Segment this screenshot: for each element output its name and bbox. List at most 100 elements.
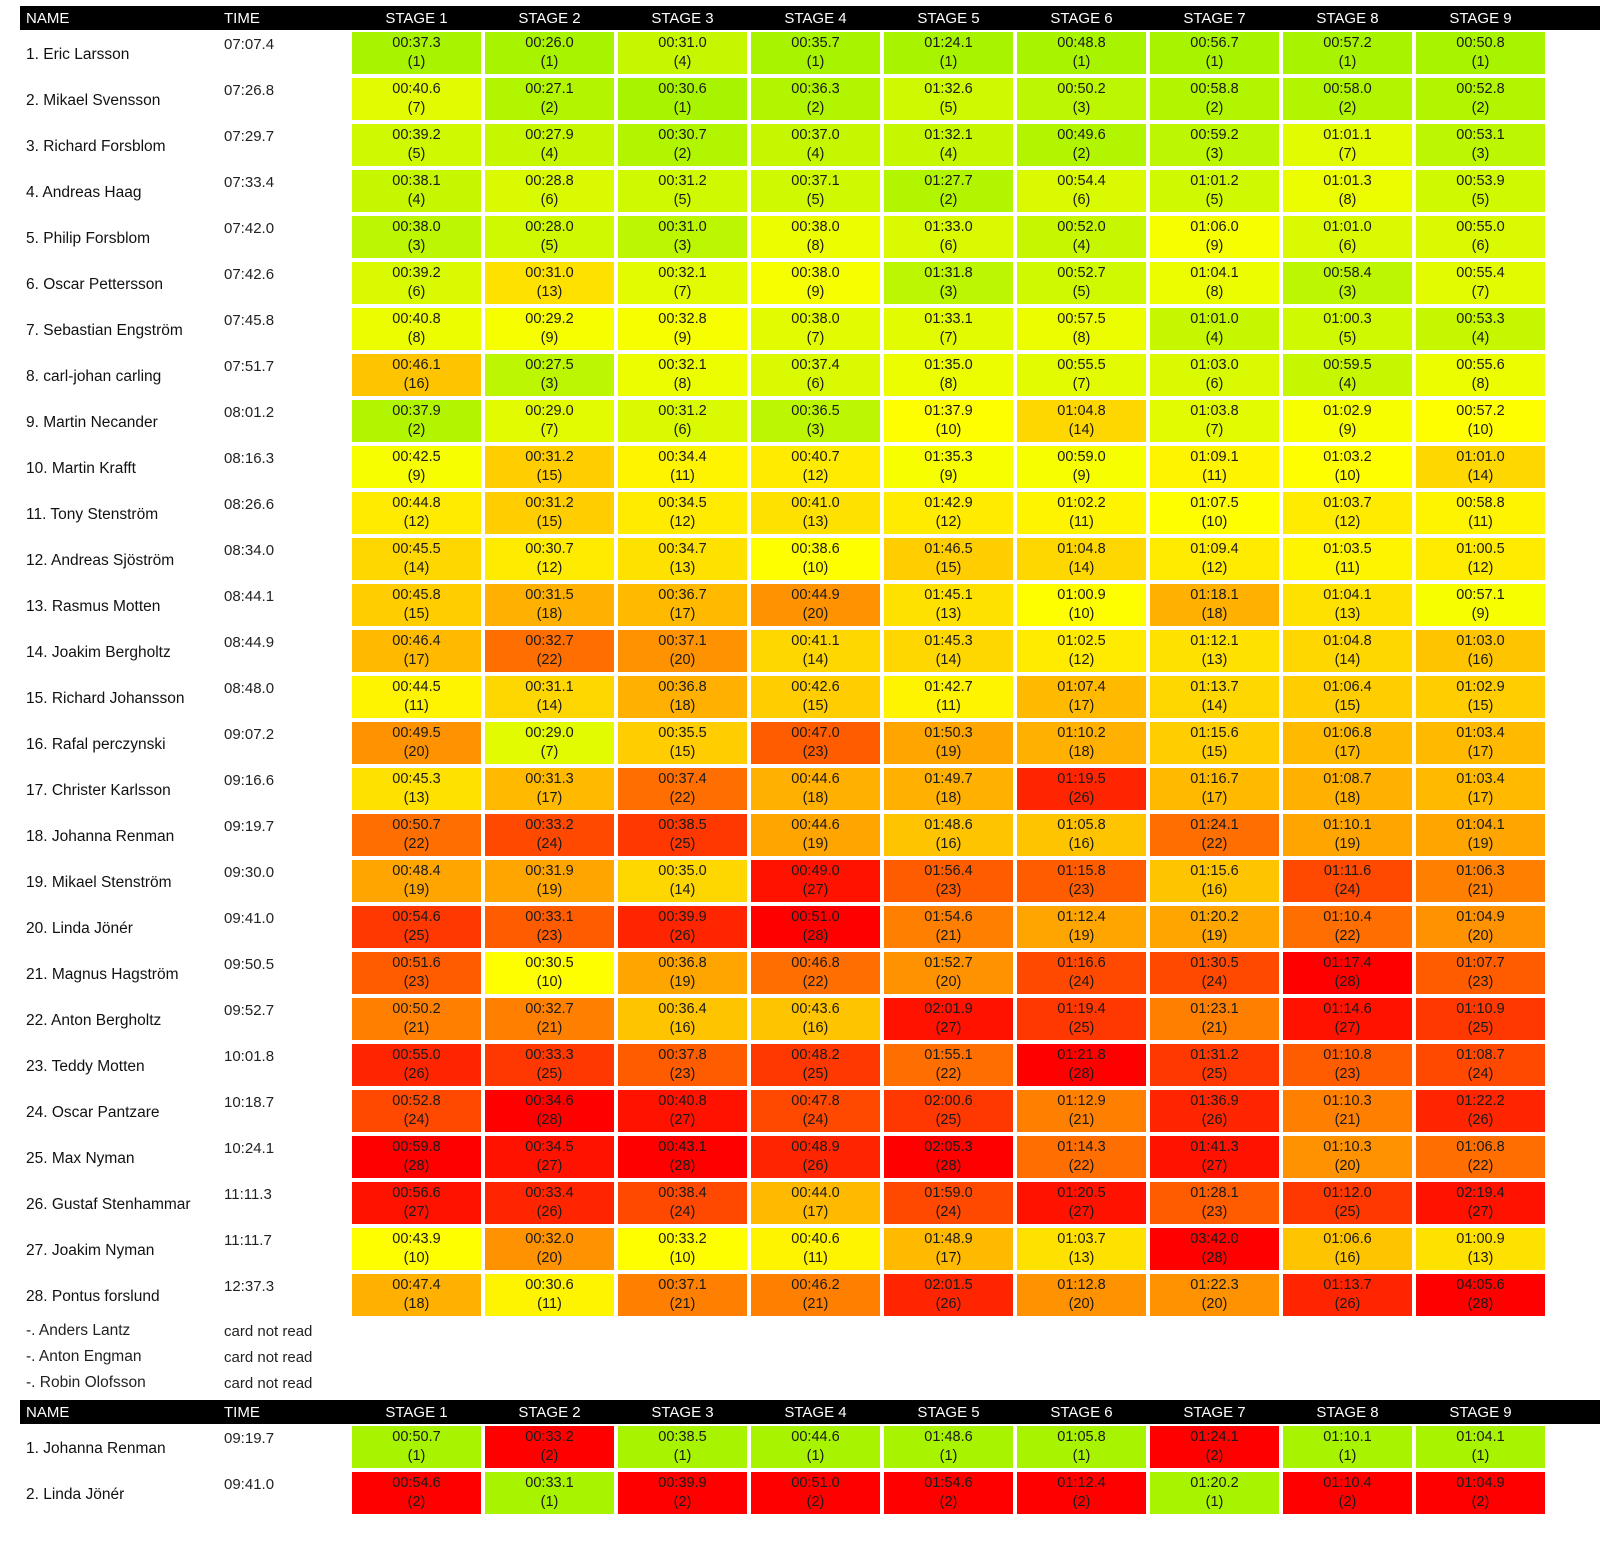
- stage-5-cell: 01:42.7 (11): [882, 674, 1015, 720]
- stage-rank: (26): [536, 1204, 563, 1220]
- stage-result: 00:31.9 (19): [485, 860, 614, 902]
- stage-time: 01:03.0: [1456, 633, 1505, 649]
- stage-time: 01:11.6: [1323, 863, 1372, 879]
- header-stage-2[interactable]: STAGE 2: [518, 9, 581, 27]
- stage-result: 01:41.3 (27): [1150, 1136, 1279, 1178]
- stage-rank: (19): [1068, 928, 1095, 944]
- stage-9-cell: 01:02.9 (15): [1414, 674, 1547, 720]
- header-stage-8[interactable]: STAGE 8: [1316, 9, 1379, 27]
- stage-result: 00:28.8 (6): [485, 170, 614, 212]
- stage-result: 00:34.6 (28): [485, 1090, 614, 1132]
- header-stage-7[interactable]: STAGE 7: [1183, 1403, 1246, 1421]
- stage-time: 00:33.4: [525, 1185, 574, 1201]
- stage-rank: (25): [403, 928, 430, 944]
- stage-rank: (23): [1467, 974, 1494, 990]
- stage-time: 00:36.5: [791, 403, 840, 419]
- header-name[interactable]: NAME: [26, 9, 70, 27]
- stage-result: 00:33.4 (26): [485, 1182, 614, 1224]
- stage-3-cell: 00:37.4 (22): [616, 766, 749, 812]
- header-stage-4[interactable]: STAGE 4: [784, 9, 847, 27]
- stage-result: 01:09.4 (12): [1150, 538, 1279, 580]
- stage-result: 00:46.1 (16): [352, 354, 481, 396]
- stage-result: 01:02.9 (15): [1416, 676, 1545, 718]
- stage-time: 00:31.5: [525, 587, 574, 603]
- not-read-row: -. Anton Engman card not read: [20, 1344, 1600, 1370]
- stage-2-cell: 00:34.5 (27): [483, 1134, 616, 1180]
- header-stage-3[interactable]: STAGE 3: [651, 1403, 714, 1421]
- stage-time: 01:04.8: [1057, 403, 1106, 419]
- header-stage-4[interactable]: STAGE 4: [784, 1403, 847, 1421]
- stage-6-cell: 01:04.8 (14): [1015, 536, 1148, 582]
- stage-result: 02:05.3 (28): [884, 1136, 1013, 1178]
- stage-result: 00:54.6 (25): [352, 906, 481, 948]
- stage-rank: (3): [1338, 284, 1357, 300]
- header-time[interactable]: TIME: [224, 9, 260, 27]
- competitor-name: 17. Christer Karlsson: [26, 782, 171, 799]
- stage-time: 00:35.5: [658, 725, 707, 741]
- stage-time: 00:55.0: [1456, 219, 1505, 235]
- stage-result: 00:40.8 (8): [352, 308, 481, 350]
- header-stage-1[interactable]: STAGE 1: [385, 9, 448, 27]
- stage-rank: (11): [803, 1250, 828, 1266]
- stage-6-cell: 00:49.6 (2): [1015, 122, 1148, 168]
- header-stage-6[interactable]: STAGE 6: [1050, 9, 1113, 27]
- stage-time: 00:48.8: [1057, 35, 1106, 51]
- stage-8-cell: 01:03.7 (12): [1281, 490, 1414, 536]
- stage-8-cell: 01:06.4 (15): [1281, 674, 1414, 720]
- stage-rank: (8): [673, 376, 692, 392]
- stage-rank: (24): [935, 1204, 962, 1220]
- stage-time: 00:36.4: [658, 1001, 707, 1017]
- total-time: 08:48.0: [224, 680, 275, 697]
- stage-result: 00:48.9 (26): [751, 1136, 880, 1178]
- stage-result: 00:53.9 (5): [1416, 170, 1545, 212]
- competitor-name: 13. Rasmus Motten: [26, 598, 161, 615]
- stage-2-cell: 00:28.8 (6): [483, 168, 616, 214]
- stage-rank: (4): [1205, 330, 1224, 346]
- stage-5-cell: 01:49.7 (18): [882, 766, 1015, 812]
- stage-result: 01:59.0 (24): [884, 1182, 1013, 1224]
- stage-rank: (2): [407, 422, 426, 438]
- stage-result: 00:33.2 (2): [485, 1426, 614, 1468]
- header-stage-9[interactable]: STAGE 9: [1449, 9, 1512, 27]
- stage-result: 01:04.9 (20): [1416, 906, 1545, 948]
- results-table-class2: NAME TIME STAGE 1 STAGE 2 STAGE 3 STAGE …: [20, 1400, 1600, 1516]
- stage-result: 01:20.5 (27): [1017, 1182, 1146, 1224]
- header-stage-7[interactable]: STAGE 7: [1183, 9, 1246, 27]
- stage-1-cell: 00:48.4 (19): [350, 858, 483, 904]
- stage-result: 00:40.6 (11): [751, 1228, 880, 1270]
- stage-rank: (13): [1334, 606, 1361, 622]
- stage-rank: (20): [1201, 1296, 1228, 1312]
- table-row: 18. Johanna Renman 09:19.7 00:50.7 (22) 00:3…: [20, 812, 1600, 858]
- stage-4-cell: 00:41.1 (14): [749, 628, 882, 674]
- results-body-2: 1. Johanna Renman 09:19.7 00:50.7 (1) 00:33.…: [20, 1424, 1600, 1516]
- stage-rank: (17): [935, 1250, 962, 1266]
- header-stage-5[interactable]: STAGE 5: [917, 9, 980, 27]
- header-stage-5[interactable]: STAGE 5: [917, 1403, 980, 1421]
- stage-result: 01:06.8 (17): [1283, 722, 1412, 764]
- stage-time: 00:28.0: [525, 219, 574, 235]
- stage-rank: (8): [1471, 376, 1490, 392]
- stage-result: 01:10.3 (21): [1283, 1090, 1412, 1132]
- header-stage-2[interactable]: STAGE 2: [518, 1403, 581, 1421]
- stage-result: 01:10.1 (19): [1283, 814, 1412, 856]
- stage-7-cell: 01:15.6 (15): [1148, 720, 1281, 766]
- stage-3-cell: 00:31.2 (5): [616, 168, 749, 214]
- stage-rank: (14): [935, 652, 962, 668]
- header-stage-8[interactable]: STAGE 8: [1316, 1403, 1379, 1421]
- header-stage-1[interactable]: STAGE 1: [385, 1403, 448, 1421]
- total-time: 08:16.3: [224, 450, 275, 467]
- stage-rank: (22): [1201, 836, 1228, 852]
- stage-time: 01:00.9: [1057, 587, 1106, 603]
- stage-time: 00:37.1: [658, 633, 707, 649]
- stage-time: 01:04.9: [1456, 909, 1505, 925]
- stage-rank: (20): [1334, 1158, 1361, 1174]
- stage-3-cell: 00:30.7 (2): [616, 122, 749, 168]
- stage-result: 01:12.4 (2): [1017, 1472, 1146, 1514]
- header-stage-9[interactable]: STAGE 9: [1449, 1403, 1512, 1421]
- header-name[interactable]: NAME: [26, 1403, 70, 1421]
- stage-6-cell: 01:04.8 (14): [1015, 398, 1148, 444]
- header-time[interactable]: TIME: [224, 1403, 260, 1421]
- stage-time: 01:12.4: [1057, 909, 1106, 925]
- header-stage-6[interactable]: STAGE 6: [1050, 1403, 1113, 1421]
- header-stage-3[interactable]: STAGE 3: [651, 9, 714, 27]
